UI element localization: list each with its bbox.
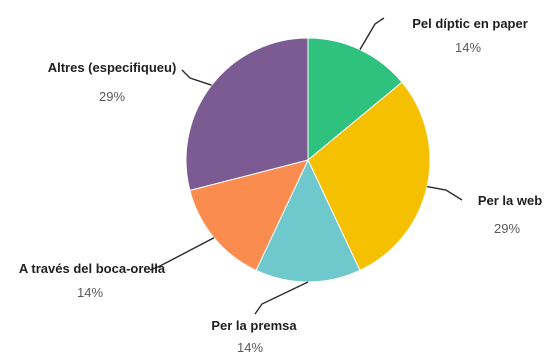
leader-line <box>426 185 463 201</box>
leader-lines <box>149 17 463 315</box>
slice-value-label: 14% <box>237 340 263 355</box>
slice-label: Per la premsa <box>211 318 297 333</box>
leader-line <box>181 69 212 86</box>
pie-slices <box>185 37 431 283</box>
slice-value-label: 29% <box>99 89 125 104</box>
slice-label: Per la web <box>478 193 542 208</box>
leader-line <box>254 281 309 315</box>
slice-value-label: 14% <box>455 40 481 55</box>
slice-label: Altres (especifiqueu) <box>48 60 177 75</box>
pie-slice <box>189 159 309 272</box>
pie-slice <box>307 81 431 272</box>
slice-label: A través del boca-orella <box>19 261 166 276</box>
pie-slice <box>185 37 309 191</box>
slice-value-label: 29% <box>494 221 520 236</box>
slice-value-label: 14% <box>77 285 103 300</box>
leader-line <box>149 237 215 271</box>
slice-label: Pel díptic en paper <box>412 16 528 31</box>
leader-line <box>359 17 385 50</box>
